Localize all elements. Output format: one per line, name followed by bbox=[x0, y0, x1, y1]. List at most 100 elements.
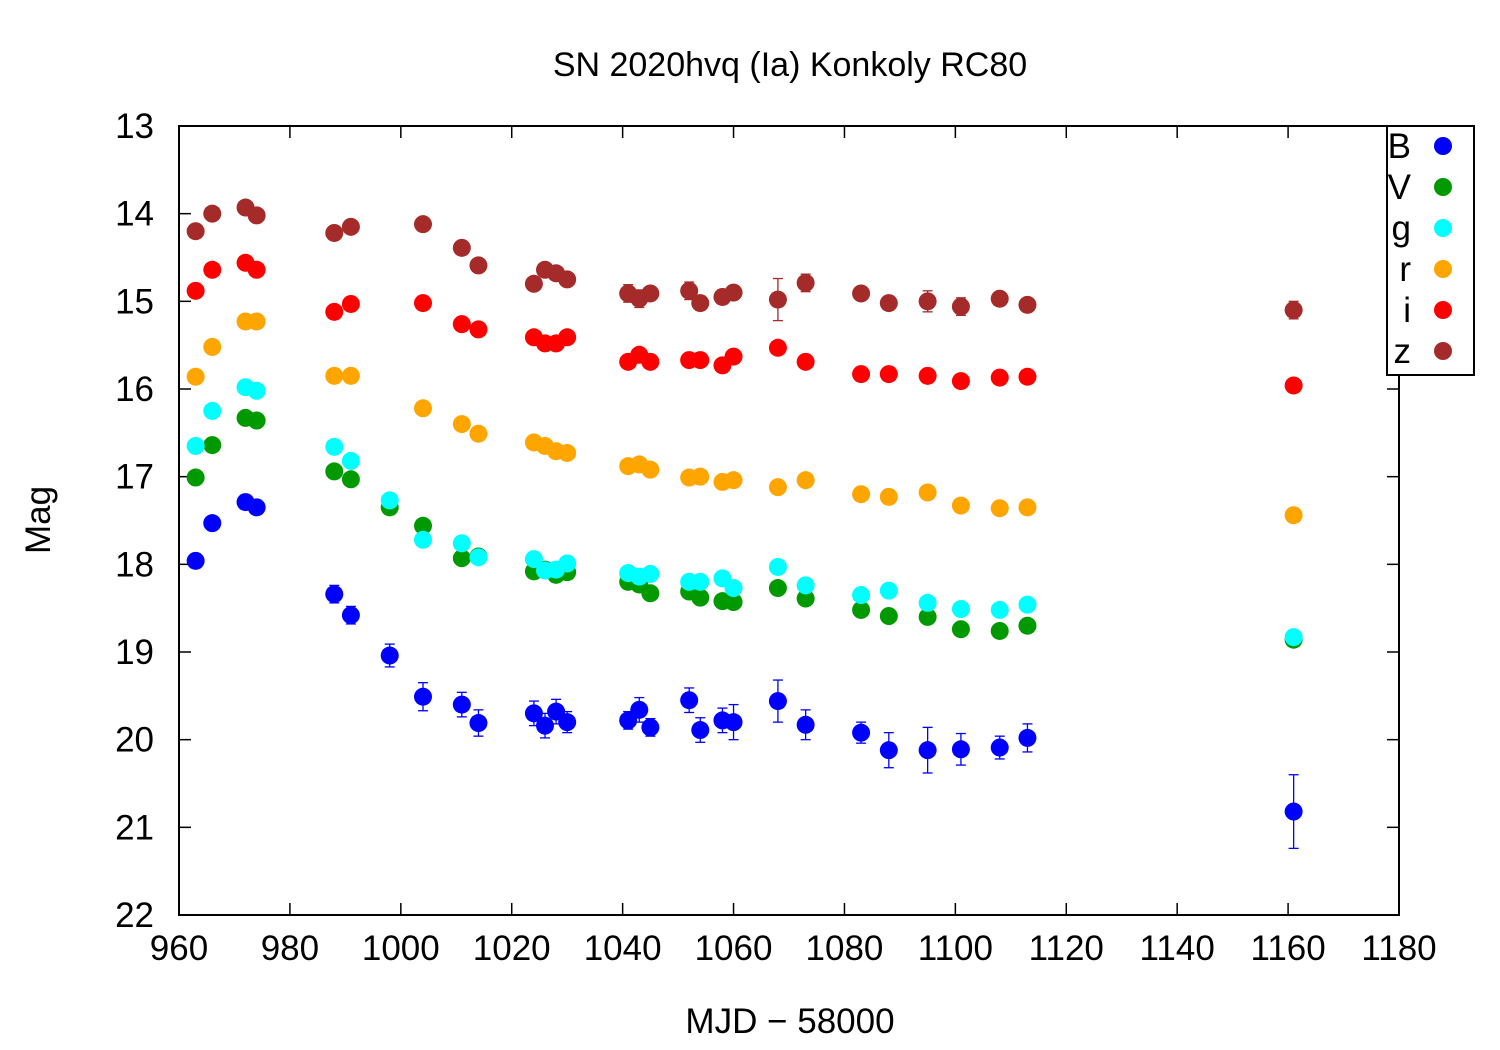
data-point-g bbox=[796, 576, 815, 595]
legend-label-i: i bbox=[1403, 291, 1411, 330]
legend-label-g: g bbox=[1392, 209, 1411, 248]
y-tick-label: 20 bbox=[115, 721, 154, 760]
data-point-r bbox=[951, 496, 970, 515]
data-point-r bbox=[1284, 506, 1303, 525]
data-point-z bbox=[469, 256, 488, 275]
data-point-z bbox=[1018, 295, 1037, 314]
data-point-g bbox=[414, 530, 432, 549]
y-tick-label: 18 bbox=[115, 545, 154, 584]
x-tick-label: 1000 bbox=[362, 929, 440, 968]
data-point-z bbox=[951, 297, 970, 316]
data-point-V bbox=[724, 593, 743, 612]
data-point-i bbox=[414, 294, 432, 313]
plot-frame bbox=[178, 125, 1400, 916]
x-tick-label: 1120 bbox=[1029, 929, 1104, 968]
y-tick-label: 13 bbox=[115, 107, 154, 146]
legend-marker-z bbox=[1434, 342, 1452, 360]
data-point-B bbox=[1284, 802, 1303, 821]
data-point-B bbox=[796, 715, 815, 734]
data-point-z bbox=[680, 281, 699, 300]
data-point-g bbox=[951, 600, 970, 619]
data-point-g bbox=[879, 581, 898, 600]
data-point-i bbox=[641, 352, 660, 371]
data-point-B bbox=[536, 716, 554, 735]
x-axis-label: MJD − 58000 bbox=[685, 1002, 894, 1041]
x-tick-label: 1140 bbox=[1140, 929, 1215, 968]
data-point-B bbox=[724, 713, 743, 732]
data-point-z bbox=[524, 274, 543, 293]
data-point-g bbox=[768, 557, 787, 576]
x-tick-label: 1180 bbox=[1361, 929, 1436, 968]
data-point-z bbox=[203, 204, 222, 223]
data-point-z bbox=[879, 294, 898, 313]
data-point-i bbox=[951, 372, 970, 391]
data-point-r bbox=[558, 443, 577, 462]
data-point-r bbox=[203, 337, 222, 356]
data-point-r bbox=[469, 424, 488, 443]
data-point-i bbox=[990, 368, 1009, 387]
y-tick-label: 16 bbox=[115, 370, 154, 409]
legend-marker-B bbox=[1434, 137, 1452, 155]
data-point-z bbox=[558, 270, 577, 289]
chart-title: SN 2020hvq (Ia) Konkoly RC80 bbox=[553, 46, 1027, 84]
data-point-V bbox=[641, 584, 660, 603]
y-tick-label: 14 bbox=[115, 195, 154, 234]
data-point-r bbox=[918, 483, 937, 502]
data-point-V bbox=[186, 468, 205, 487]
data-point-g bbox=[558, 554, 577, 573]
data-point-B bbox=[247, 498, 266, 517]
data-point-B bbox=[341, 606, 360, 625]
data-point-g bbox=[724, 579, 743, 598]
data-point-z bbox=[918, 292, 937, 311]
data-point-g bbox=[469, 548, 488, 567]
data-point-B bbox=[951, 740, 970, 759]
data-point-z bbox=[325, 223, 344, 242]
series-z bbox=[186, 198, 1303, 322]
data-point-B bbox=[414, 687, 432, 706]
series-g bbox=[186, 378, 1303, 647]
data-point-B bbox=[186, 551, 205, 570]
data-point-z bbox=[768, 290, 787, 309]
data-point-B bbox=[524, 704, 543, 723]
data-point-V bbox=[1018, 616, 1037, 635]
data-point-z bbox=[641, 284, 660, 303]
x-tick-label: 960 bbox=[150, 929, 208, 968]
data-point-r bbox=[325, 366, 344, 385]
data-point-r bbox=[990, 499, 1009, 518]
data-point-B bbox=[680, 691, 699, 710]
data-point-B bbox=[852, 723, 871, 742]
data-point-V bbox=[452, 549, 471, 568]
y-tick-label: 19 bbox=[115, 633, 154, 672]
data-point-B bbox=[641, 718, 660, 737]
data-point-r bbox=[186, 367, 205, 386]
data-point-i bbox=[918, 366, 937, 385]
data-point-B bbox=[203, 514, 222, 533]
data-point-r bbox=[724, 471, 743, 490]
data-point-V bbox=[879, 607, 898, 626]
data-point-i bbox=[691, 351, 710, 370]
data-point-g bbox=[380, 491, 399, 510]
data-point-r bbox=[414, 399, 432, 418]
data-point-V bbox=[341, 470, 360, 489]
y-tick-label: 15 bbox=[115, 282, 154, 321]
data-point-z bbox=[1284, 301, 1303, 320]
data-point-g bbox=[918, 593, 937, 612]
data-point-z bbox=[452, 238, 471, 257]
data-point-r bbox=[768, 478, 787, 497]
x-tick-label: 1080 bbox=[806, 929, 884, 968]
series-B bbox=[186, 493, 1303, 850]
data-point-i bbox=[1018, 367, 1037, 386]
y-tick-label: 22 bbox=[115, 896, 154, 935]
data-point-i bbox=[852, 365, 871, 384]
data-point-V bbox=[918, 607, 937, 626]
data-point-V bbox=[691, 588, 710, 607]
data-point-B bbox=[1018, 728, 1037, 747]
data-point-V bbox=[990, 621, 1009, 640]
data-point-i bbox=[469, 320, 488, 339]
data-point-g bbox=[524, 550, 543, 569]
legend-marker-i bbox=[1434, 301, 1452, 319]
x-tick-label: 1060 bbox=[695, 929, 773, 968]
legend-label-B: B bbox=[1388, 127, 1411, 166]
